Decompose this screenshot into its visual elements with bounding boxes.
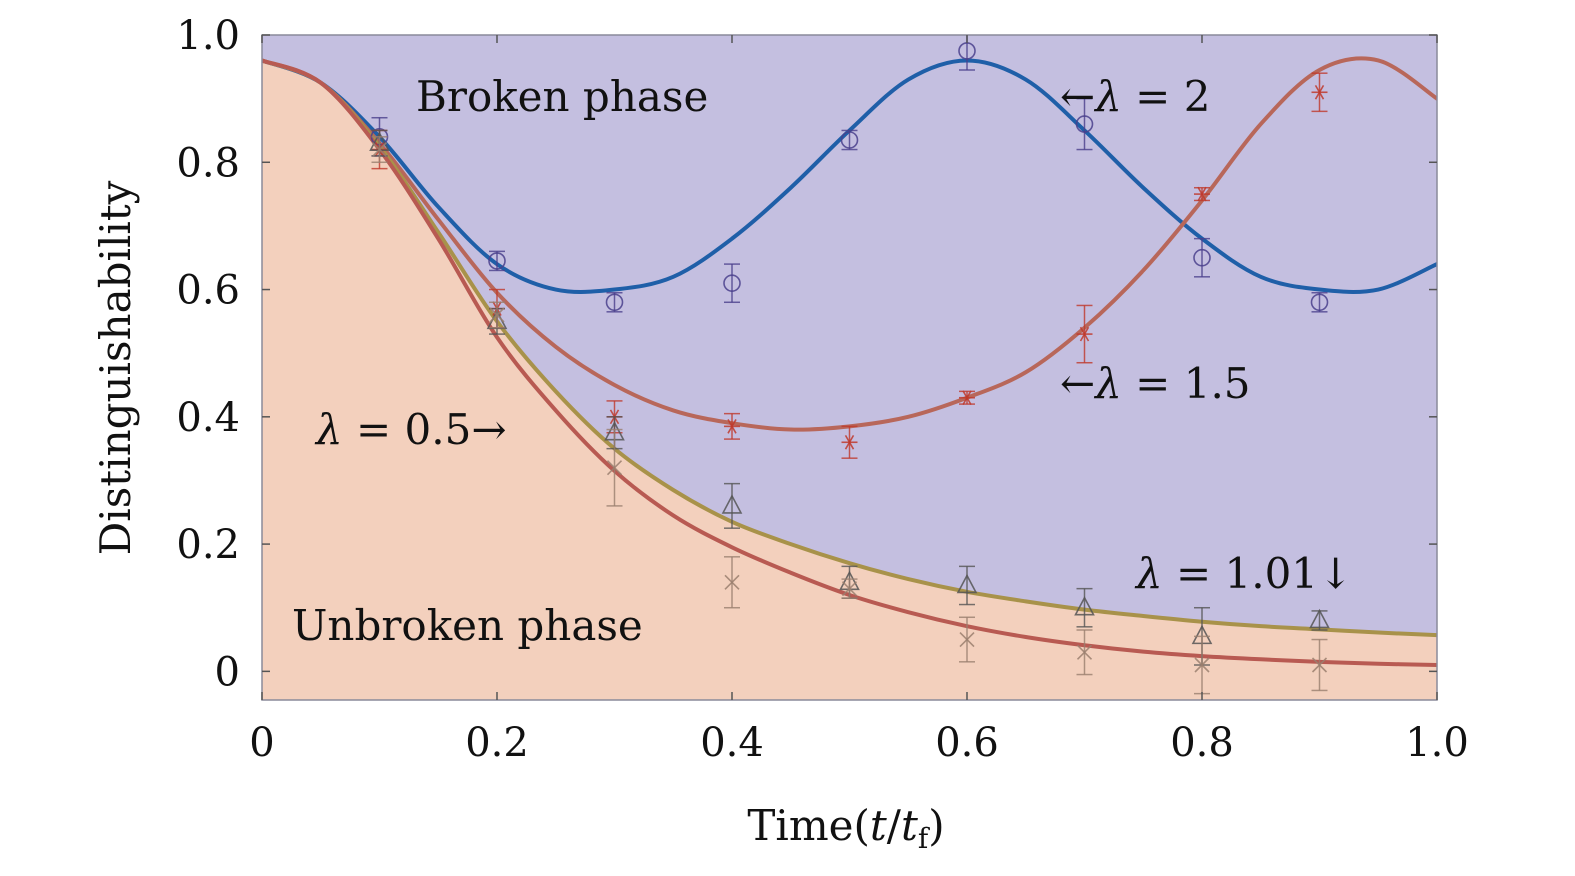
data-point-lambda-2-7: [1193, 237, 1211, 278]
annotation-lambda-1.5: ←λ = 1.5: [1060, 359, 1251, 408]
y-tick-label: 0.2: [176, 522, 240, 568]
data-point-lambda-0.5-0: [371, 136, 388, 164]
series-line-lambda-0.5: [262, 58, 1437, 667]
x-axis-title-suffix: ): [928, 801, 944, 850]
annotation-lambda: λ: [1134, 549, 1163, 598]
unbroken-phase-label: Unbroken phase: [292, 601, 643, 650]
x-axis-title-t: t: [870, 801, 887, 850]
data-point-lambda-0.5-8: [1311, 638, 1328, 692]
x-tick-label: 0.8: [1170, 720, 1234, 766]
data-point-lambda-1.5-6: [1076, 304, 1093, 364]
annotation-lambda: λ: [1093, 359, 1122, 408]
data-point-lambda-1.01-5: [956, 565, 978, 606]
tick-layer: 0 0.2 0.4 0.6 0.8 1.0 0 0.2 0.4 0.6 0.8 1.0: [176, 13, 1468, 766]
y-tick-label: 0.4: [176, 395, 240, 441]
data-point-lambda-1.01-3: [721, 482, 743, 529]
y-tick-label: 0.6: [176, 268, 240, 314]
unbroken-phase-region: [262, 60, 1437, 700]
data-point-lambda-0.5-4: [841, 578, 858, 599]
data-point-lambda-2-6: [1075, 97, 1094, 151]
data-point-lambda-1.01-8: [1309, 608, 1330, 631]
annotation-lambda-1.01: λ = 1.01↓: [1134, 549, 1353, 598]
data-point-lambda-2-2: [605, 291, 624, 313]
annotation-arrow: →: [471, 405, 506, 454]
annotation-arrow: ←: [1060, 359, 1095, 408]
broken-phase-label: Broken phase: [416, 72, 708, 121]
y-tick-label: 1.0: [176, 13, 240, 59]
data-point-lambda-0.5-1: [489, 301, 505, 329]
data-point-lambda-2-1: [488, 250, 506, 272]
data-point-lambda-1.5-4: [841, 425, 858, 459]
data-point-lambda-1.01-6: [1074, 587, 1095, 628]
x-tick-label: 0.2: [465, 720, 529, 766]
x-axis-title-tf: t: [901, 801, 918, 850]
data-point-lambda-0.5-6: [1076, 629, 1093, 676]
annotation-arrow: ←: [1060, 72, 1095, 121]
data-point-lambda-0.5-7: [1194, 635, 1210, 695]
annotation-lambda-0.5: λ = 0.5→: [314, 405, 507, 454]
y-axis-title: Distinguishability: [91, 180, 140, 555]
x-axis-title-prefix: Time(: [747, 801, 870, 850]
annotation-lambda: λ: [314, 405, 343, 454]
plot-frame: [261, 34, 1438, 701]
phase-regions: [262, 35, 1437, 700]
data-point-lambda-1.5-5: [959, 390, 975, 406]
x-tick-label: 0.4: [700, 720, 764, 766]
annotation-lambda: λ: [1093, 72, 1122, 121]
data-point-lambda-1.5-7: [1194, 186, 1210, 202]
data-point-lambda-2-8: [1310, 291, 1329, 313]
x-tick-label: 0: [249, 720, 274, 766]
annotation-arrow: ↓: [1318, 549, 1353, 598]
series-line-lambda-1.01: [262, 58, 1437, 638]
data-point-lambda-1.5-3: [724, 412, 740, 440]
marker-layer: [369, 35, 1330, 695]
annotation-equation: = 1.5: [1122, 359, 1251, 408]
data-point-lambda-2-3: [723, 263, 741, 304]
data-point-lambda-0.5-3: [724, 556, 740, 609]
annotation-lambda-2: ←λ = 2: [1060, 72, 1210, 121]
y-tick-label: 0.8: [176, 140, 240, 186]
data-point-lambda-0.5-5: [959, 616, 975, 663]
x-axis-title-subscript: f: [918, 822, 931, 855]
annotation-equation: = 1.01: [1163, 549, 1318, 598]
annotation-equation: = 2: [1122, 72, 1211, 121]
x-axis-title-slash: /: [887, 801, 902, 850]
x-axis-title: Time(t/tf): [747, 801, 944, 855]
x-tick-label: 0.6: [935, 720, 999, 766]
data-point-lambda-2-4: [840, 129, 859, 151]
data-point-lambda-1.5-8: [1311, 72, 1328, 113]
annotation-equation: = 0.5: [343, 405, 472, 454]
y-tick-label: 0: [215, 649, 240, 695]
data-point-lambda-0.5-2: [606, 428, 623, 507]
x-tick-label: 1.0: [1405, 720, 1469, 766]
